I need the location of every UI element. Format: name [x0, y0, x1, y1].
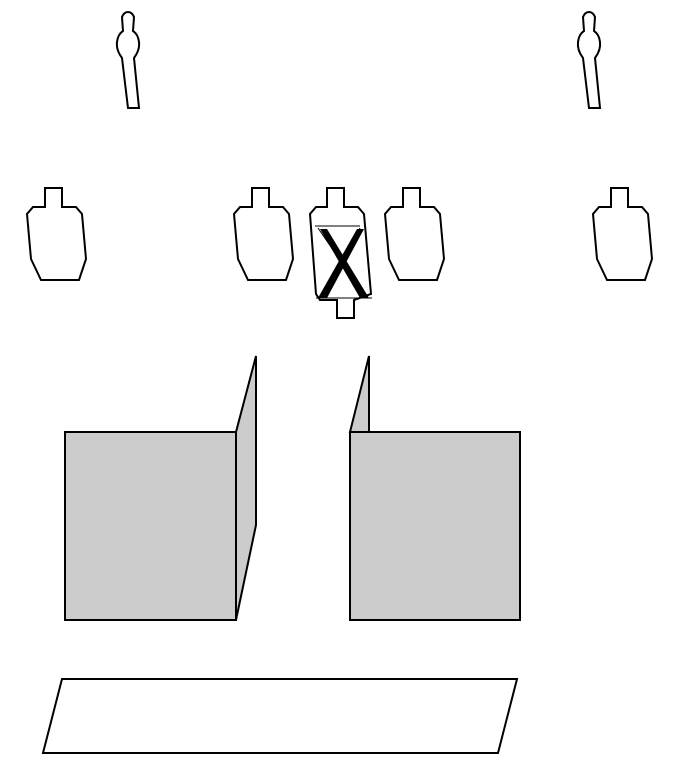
popper-target-right — [576, 10, 602, 109]
popper-target-left — [115, 10, 141, 109]
shooting-area-box — [41, 678, 519, 754]
wall-barrier-left — [64, 355, 257, 621]
paper-target-3 — [383, 187, 446, 281]
no-shoot-target — [308, 187, 373, 319]
paper-target-4 — [591, 187, 654, 281]
paper-target-2 — [232, 187, 295, 281]
wall-barrier-right — [348, 355, 521, 621]
paper-target-1 — [25, 187, 88, 281]
